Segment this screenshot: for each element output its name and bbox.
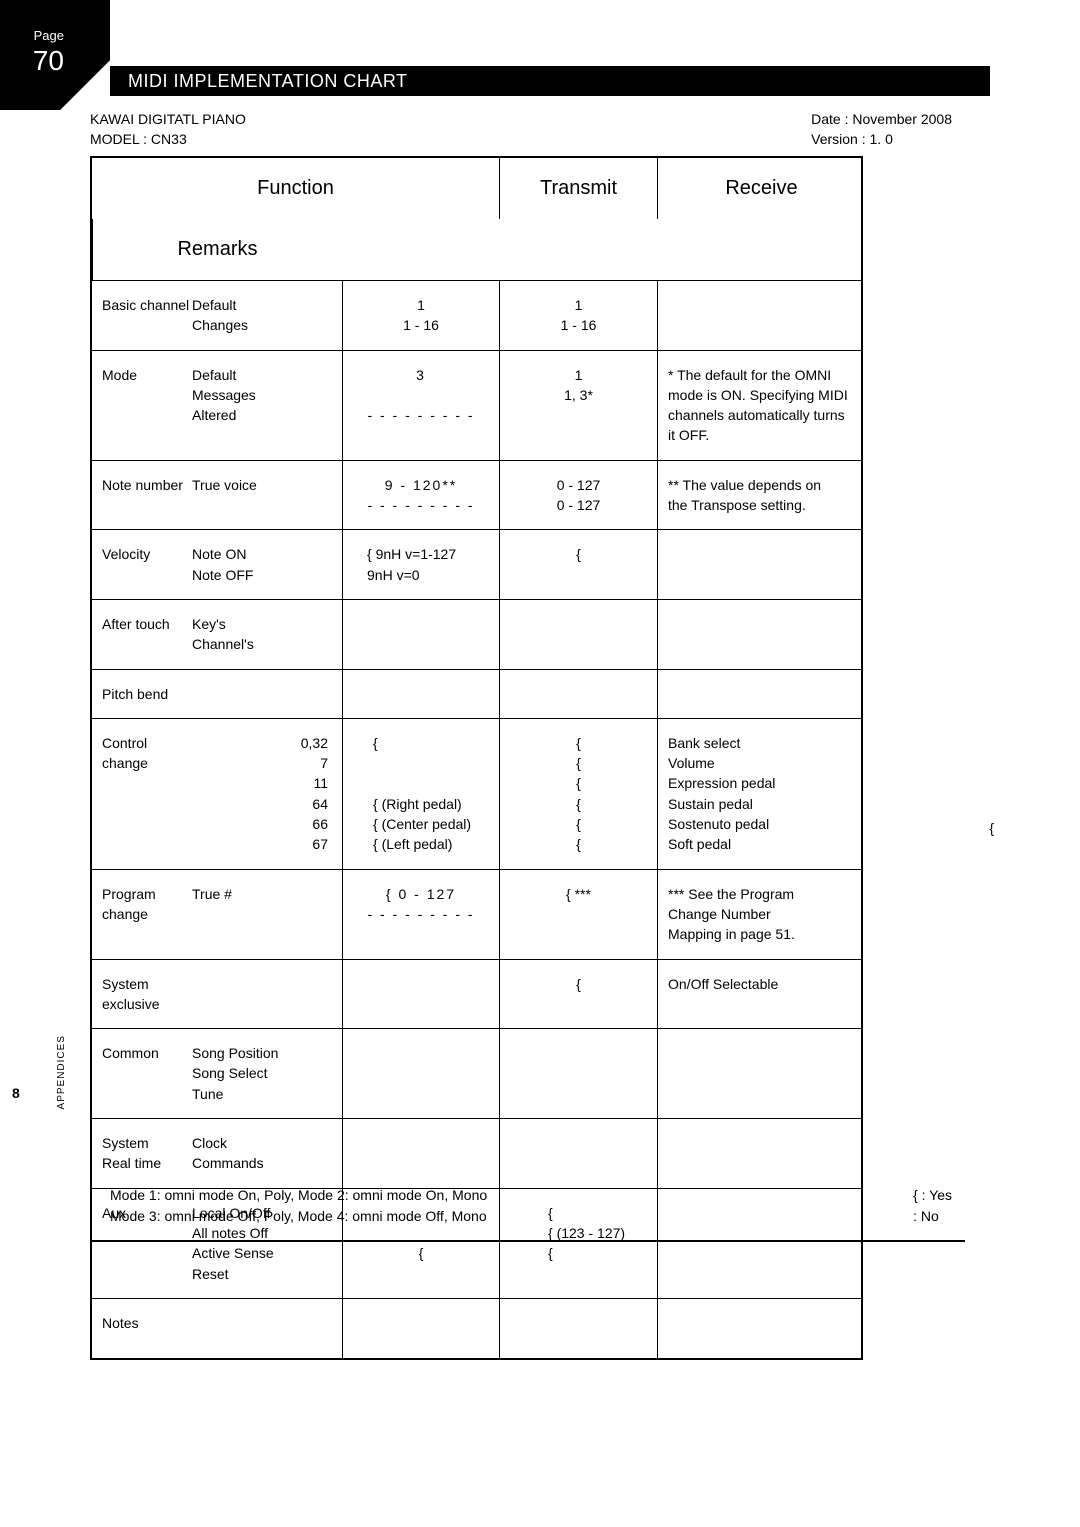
header-receive: Receive: [657, 158, 865, 219]
row-sublabel: [192, 960, 342, 1029]
row-transmit: [342, 670, 499, 718]
row-label: System exclusive: [92, 960, 192, 1029]
model: MODEL : CN33: [90, 130, 246, 150]
table-row: System exclusive { On/Off Selectable: [92, 959, 861, 1029]
stray-glyph: {: [989, 820, 994, 836]
table-row: After touch Key's Channel's: [92, 599, 861, 669]
row-transmit: { 0 - 127 - - - - - - - - -: [342, 870, 499, 959]
mode-definitions: Mode 1: omni mode On, Poly, Mode 2: omni…: [110, 1185, 487, 1227]
footer-notes: Mode 1: omni mode On, Poly, Mode 2: omni…: [110, 1185, 952, 1227]
row-receive: {: [499, 530, 657, 599]
version: Version : 1. 0: [811, 130, 952, 150]
row-sublabel: Song Position Song Select Tune: [192, 1029, 342, 1118]
row-sublabel: True #: [192, 870, 342, 959]
row-remarks: Bank select Volume Expression pedal Sust…: [657, 719, 865, 869]
row-transmit: [342, 600, 499, 669]
row-remarks: [657, 281, 865, 350]
row-receive: 0 - 127 0 - 127: [499, 461, 657, 530]
page-number: 70: [18, 44, 64, 78]
row-remarks: * The default for the OMNI mode is ON. S…: [657, 351, 865, 460]
row-remarks: [657, 1029, 865, 1118]
row-remarks: [657, 1299, 865, 1358]
row-transmit: [342, 960, 499, 1029]
row-label: Notes: [92, 1299, 192, 1358]
table-row: Note number True voice 9 - 120** - - - -…: [92, 460, 861, 530]
row-remarks: [657, 670, 865, 718]
footer-rule: [90, 1240, 965, 1242]
row-sublabel: Note ON Note OFF: [192, 530, 342, 599]
row-transmit: [342, 1299, 499, 1358]
table-row: System Real time Clock Commands: [92, 1118, 861, 1188]
row-receive: [499, 1299, 657, 1358]
row-label: Pitch bend: [92, 670, 192, 718]
row-transmit: [342, 1119, 499, 1188]
legend: { : Yes : No: [913, 1185, 952, 1227]
row-remarks: *** See the Program Change Number Mappin…: [657, 870, 865, 959]
section-number: 8: [12, 1085, 20, 1101]
row-transmit: 3 - - - - - - - - -: [342, 351, 499, 460]
date: Date : November 2008: [811, 110, 952, 130]
row-receive: 1 1 - 16: [499, 281, 657, 350]
midi-chart-table: Function Transmit Receive Remarks Basic …: [90, 156, 863, 1360]
table-row: Basic channel Default Changes 1 1 - 16 1…: [92, 280, 861, 350]
table-row: Common Song Position Song Select Tune: [92, 1028, 861, 1118]
table-row: Control change 0,32 7 11 64 66 67 { { (R…: [92, 718, 861, 869]
row-label: Control change: [92, 719, 192, 869]
row-remarks: [657, 530, 865, 599]
row-remarks: On/Off Selectable: [657, 960, 865, 1029]
row-label: After touch: [92, 600, 192, 669]
section-tab: APPENDICES: [56, 1035, 67, 1109]
control-change-numbers: 0,32 7 11 64 66 67: [192, 719, 342, 869]
row-receive: [499, 670, 657, 718]
row-transmit: 9 - 120** - - - - - - - - -: [342, 461, 499, 530]
page-badge: Page 70: [0, 0, 110, 110]
row-receive: 1 1, 3*: [499, 351, 657, 460]
row-receive: [499, 1029, 657, 1118]
table-header-row: Function Transmit Receive Remarks: [92, 158, 861, 280]
row-remarks: [657, 600, 865, 669]
table-row: Mode Default Messages Altered 3 - - - - …: [92, 350, 861, 460]
row-receive: {: [499, 960, 657, 1029]
header-function: Function: [92, 158, 499, 219]
header-transmit: Transmit: [499, 158, 657, 219]
row-label: Mode: [92, 351, 192, 460]
title-bar: MIDI IMPLEMENTATION CHART: [110, 66, 990, 96]
table-row: Pitch bend: [92, 669, 861, 718]
row-transmit: { 9nH v=1-127 9nH v=0: [342, 530, 499, 599]
meta-left: KAWAI DIGITATL PIANO MODEL : CN33: [90, 110, 246, 149]
row-sublabel: Default Messages Altered: [192, 351, 342, 460]
row-receive: [499, 1119, 657, 1188]
row-receive: [499, 600, 657, 669]
row-label: Program change: [92, 870, 192, 959]
row-label: System Real time: [92, 1119, 192, 1188]
row-label: Basic channel: [92, 281, 192, 350]
row-transmit: { { (Right pedal) { (Center pedal) { (Le…: [342, 719, 499, 869]
header-remarks: Remarks: [92, 219, 342, 280]
row-label: Common: [92, 1029, 192, 1118]
table-row: Notes: [92, 1298, 861, 1358]
row-sublabel: Default Changes: [192, 281, 342, 350]
chart-title: MIDI IMPLEMENTATION CHART: [128, 71, 408, 92]
row-label: Velocity: [92, 530, 192, 599]
row-sublabel: [192, 670, 342, 718]
row-sublabel: Key's Channel's: [192, 600, 342, 669]
row-label: Note number: [92, 461, 192, 530]
row-transmit: [342, 1029, 499, 1118]
row-remarks: ** The value depends on the Transpose se…: [657, 461, 865, 530]
row-remarks: [657, 1119, 865, 1188]
row-sublabel: True voice: [192, 461, 342, 530]
meta-right: Date : November 2008 Version : 1. 0: [811, 110, 952, 149]
table-row: Velocity Note ON Note OFF { 9nH v=1-127 …: [92, 529, 861, 599]
row-transmit: 1 1 - 16: [342, 281, 499, 350]
row-sublabel: [192, 1299, 342, 1358]
row-sublabel: Clock Commands: [192, 1119, 342, 1188]
page-badge-text: Page 70: [18, 28, 64, 77]
manufacturer: KAWAI DIGITATL PIANO: [90, 110, 246, 130]
row-receive: { { { { { {: [499, 719, 657, 869]
table-row: Program change True # { 0 - 127 - - - - …: [92, 869, 861, 959]
page-label: Page: [34, 28, 64, 43]
row-receive: { ***: [499, 870, 657, 959]
